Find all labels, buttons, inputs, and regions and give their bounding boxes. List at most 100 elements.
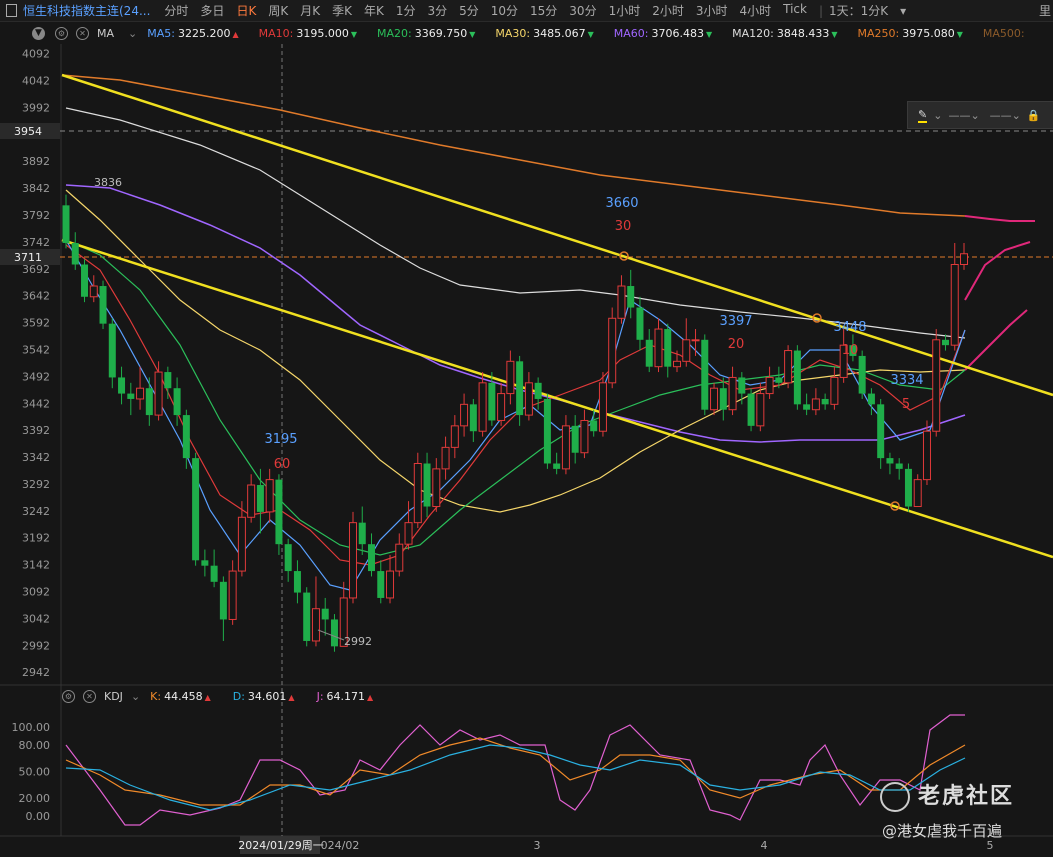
candle[interactable] [664, 323, 672, 378]
candle[interactable] [784, 345, 793, 389]
candle[interactable] [904, 463, 912, 512]
candle[interactable] [395, 533, 404, 577]
candle[interactable] [728, 366, 737, 416]
candle[interactable] [145, 377, 153, 426]
candle[interactable] [877, 398, 885, 469]
candle[interactable] [348, 511, 357, 604]
candle[interactable] [136, 366, 145, 410]
upper-trendline[interactable] [61, 73, 1053, 397]
candle[interactable] [497, 382, 506, 426]
candle[interactable] [516, 355, 524, 426]
collapse-icon[interactable]: ▼ [32, 26, 45, 40]
candle[interactable] [423, 452, 431, 518]
candle[interactable] [321, 597, 329, 636]
candle[interactable] [237, 501, 246, 577]
anchor-point[interactable] [812, 313, 822, 323]
tab-period[interactable]: 分时 [164, 4, 189, 18]
candle[interactable] [960, 242, 968, 270]
anchor-point[interactable] [619, 251, 629, 261]
tab-period[interactable]: 5分 [459, 4, 479, 18]
tab-period[interactable]: Tick [783, 2, 807, 16]
chevron-down-icon[interactable]: ⌄ [128, 26, 138, 40]
candle[interactable] [839, 329, 848, 383]
candle[interactable] [617, 275, 626, 324]
candle[interactable] [765, 366, 774, 399]
ticker-title[interactable]: 恒生科技指数主连(24... [23, 4, 151, 18]
tab-period[interactable]: 1小时 [608, 4, 641, 18]
candle[interactable] [89, 275, 98, 303]
chevron-down-icon[interactable]: ⌄ [130, 689, 141, 703]
line-style-icon[interactable]: ——⌄ [948, 108, 980, 122]
chevron-down-icon[interactable]: ▾ [900, 3, 907, 18]
candle[interactable] [118, 366, 126, 405]
candle[interactable] [553, 452, 561, 475]
candle[interactable] [488, 372, 496, 426]
candle[interactable] [803, 393, 811, 416]
candle[interactable] [534, 377, 542, 410]
candle[interactable] [608, 307, 617, 389]
candle[interactable] [719, 377, 727, 421]
candle[interactable] [460, 393, 469, 437]
candle[interactable] [99, 280, 107, 330]
candle[interactable] [71, 232, 79, 270]
candle[interactable] [747, 388, 755, 432]
candle[interactable] [164, 366, 172, 399]
candle[interactable] [691, 329, 700, 356]
tab-period[interactable]: 1分 [395, 4, 416, 18]
candle[interactable] [469, 398, 477, 442]
tab-period[interactable]: 多日 [200, 4, 225, 18]
candle[interactable] [154, 361, 163, 421]
candle[interactable] [247, 474, 256, 523]
candle[interactable] [275, 474, 283, 555]
line-width-icon[interactable]: ——⌄ [989, 108, 1021, 122]
candle[interactable] [358, 506, 366, 555]
candle[interactable] [627, 269, 635, 319]
candle[interactable] [830, 366, 839, 410]
candle[interactable] [858, 350, 866, 399]
candle[interactable] [701, 334, 709, 416]
candle[interactable] [62, 194, 70, 249]
anchor-point[interactable] [890, 501, 900, 511]
candle[interactable] [590, 409, 598, 437]
candle[interactable] [571, 415, 579, 464]
chevron-down-icon[interactable]: ⌄ [933, 108, 943, 122]
gear-icon[interactable]: ⚙ [55, 26, 68, 40]
candle[interactable] [775, 366, 783, 389]
candle[interactable] [886, 452, 894, 475]
candle[interactable] [108, 318, 116, 389]
candle[interactable] [173, 377, 181, 426]
candle[interactable] [682, 318, 691, 367]
candle[interactable] [756, 382, 765, 432]
candle[interactable] [821, 393, 829, 410]
candle[interactable] [303, 587, 311, 647]
candle[interactable] [738, 372, 746, 405]
tab-period[interactable]: 3分 [427, 4, 448, 18]
candle[interactable] [867, 388, 875, 416]
candle[interactable] [284, 538, 292, 582]
candle[interactable] [913, 474, 922, 508]
candle[interactable] [895, 458, 903, 480]
candle[interactable] [941, 334, 949, 351]
gear-icon[interactable]: ⚙ [62, 689, 75, 703]
lock-icon[interactable]: 🔒 [1026, 108, 1041, 122]
tab-period[interactable]: 周K [268, 4, 289, 18]
candle[interactable] [330, 614, 338, 652]
lower-trendline[interactable] [61, 238, 1053, 559]
candle[interactable] [81, 259, 89, 303]
candle[interactable] [450, 415, 459, 459]
candle[interactable] [654, 318, 663, 373]
candle[interactable] [811, 388, 820, 416]
candle[interactable] [645, 329, 653, 373]
candle[interactable] [377, 560, 385, 604]
candle[interactable] [673, 350, 682, 373]
ma-indicator-name[interactable]: MA [97, 26, 115, 40]
kdj-indicator-name[interactable]: KDJ [104, 689, 123, 703]
candle[interactable] [580, 409, 589, 459]
candle[interactable] [922, 420, 931, 486]
tab-period[interactable]: 15分 [530, 4, 558, 18]
candle[interactable] [265, 468, 274, 523]
range-select[interactable]: 1天：1分K [829, 4, 889, 18]
candle[interactable] [228, 560, 237, 625]
candle[interactable] [413, 452, 422, 529]
